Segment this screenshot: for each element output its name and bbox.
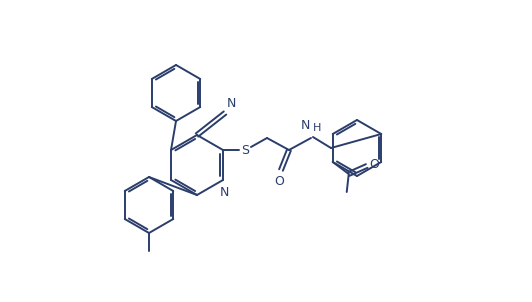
Text: O: O [370, 158, 380, 171]
Text: S: S [241, 143, 249, 156]
Text: N: N [219, 186, 229, 199]
Text: N: N [227, 97, 236, 110]
Text: O: O [274, 175, 284, 188]
Text: H: H [313, 123, 321, 133]
Text: N: N [301, 119, 310, 132]
